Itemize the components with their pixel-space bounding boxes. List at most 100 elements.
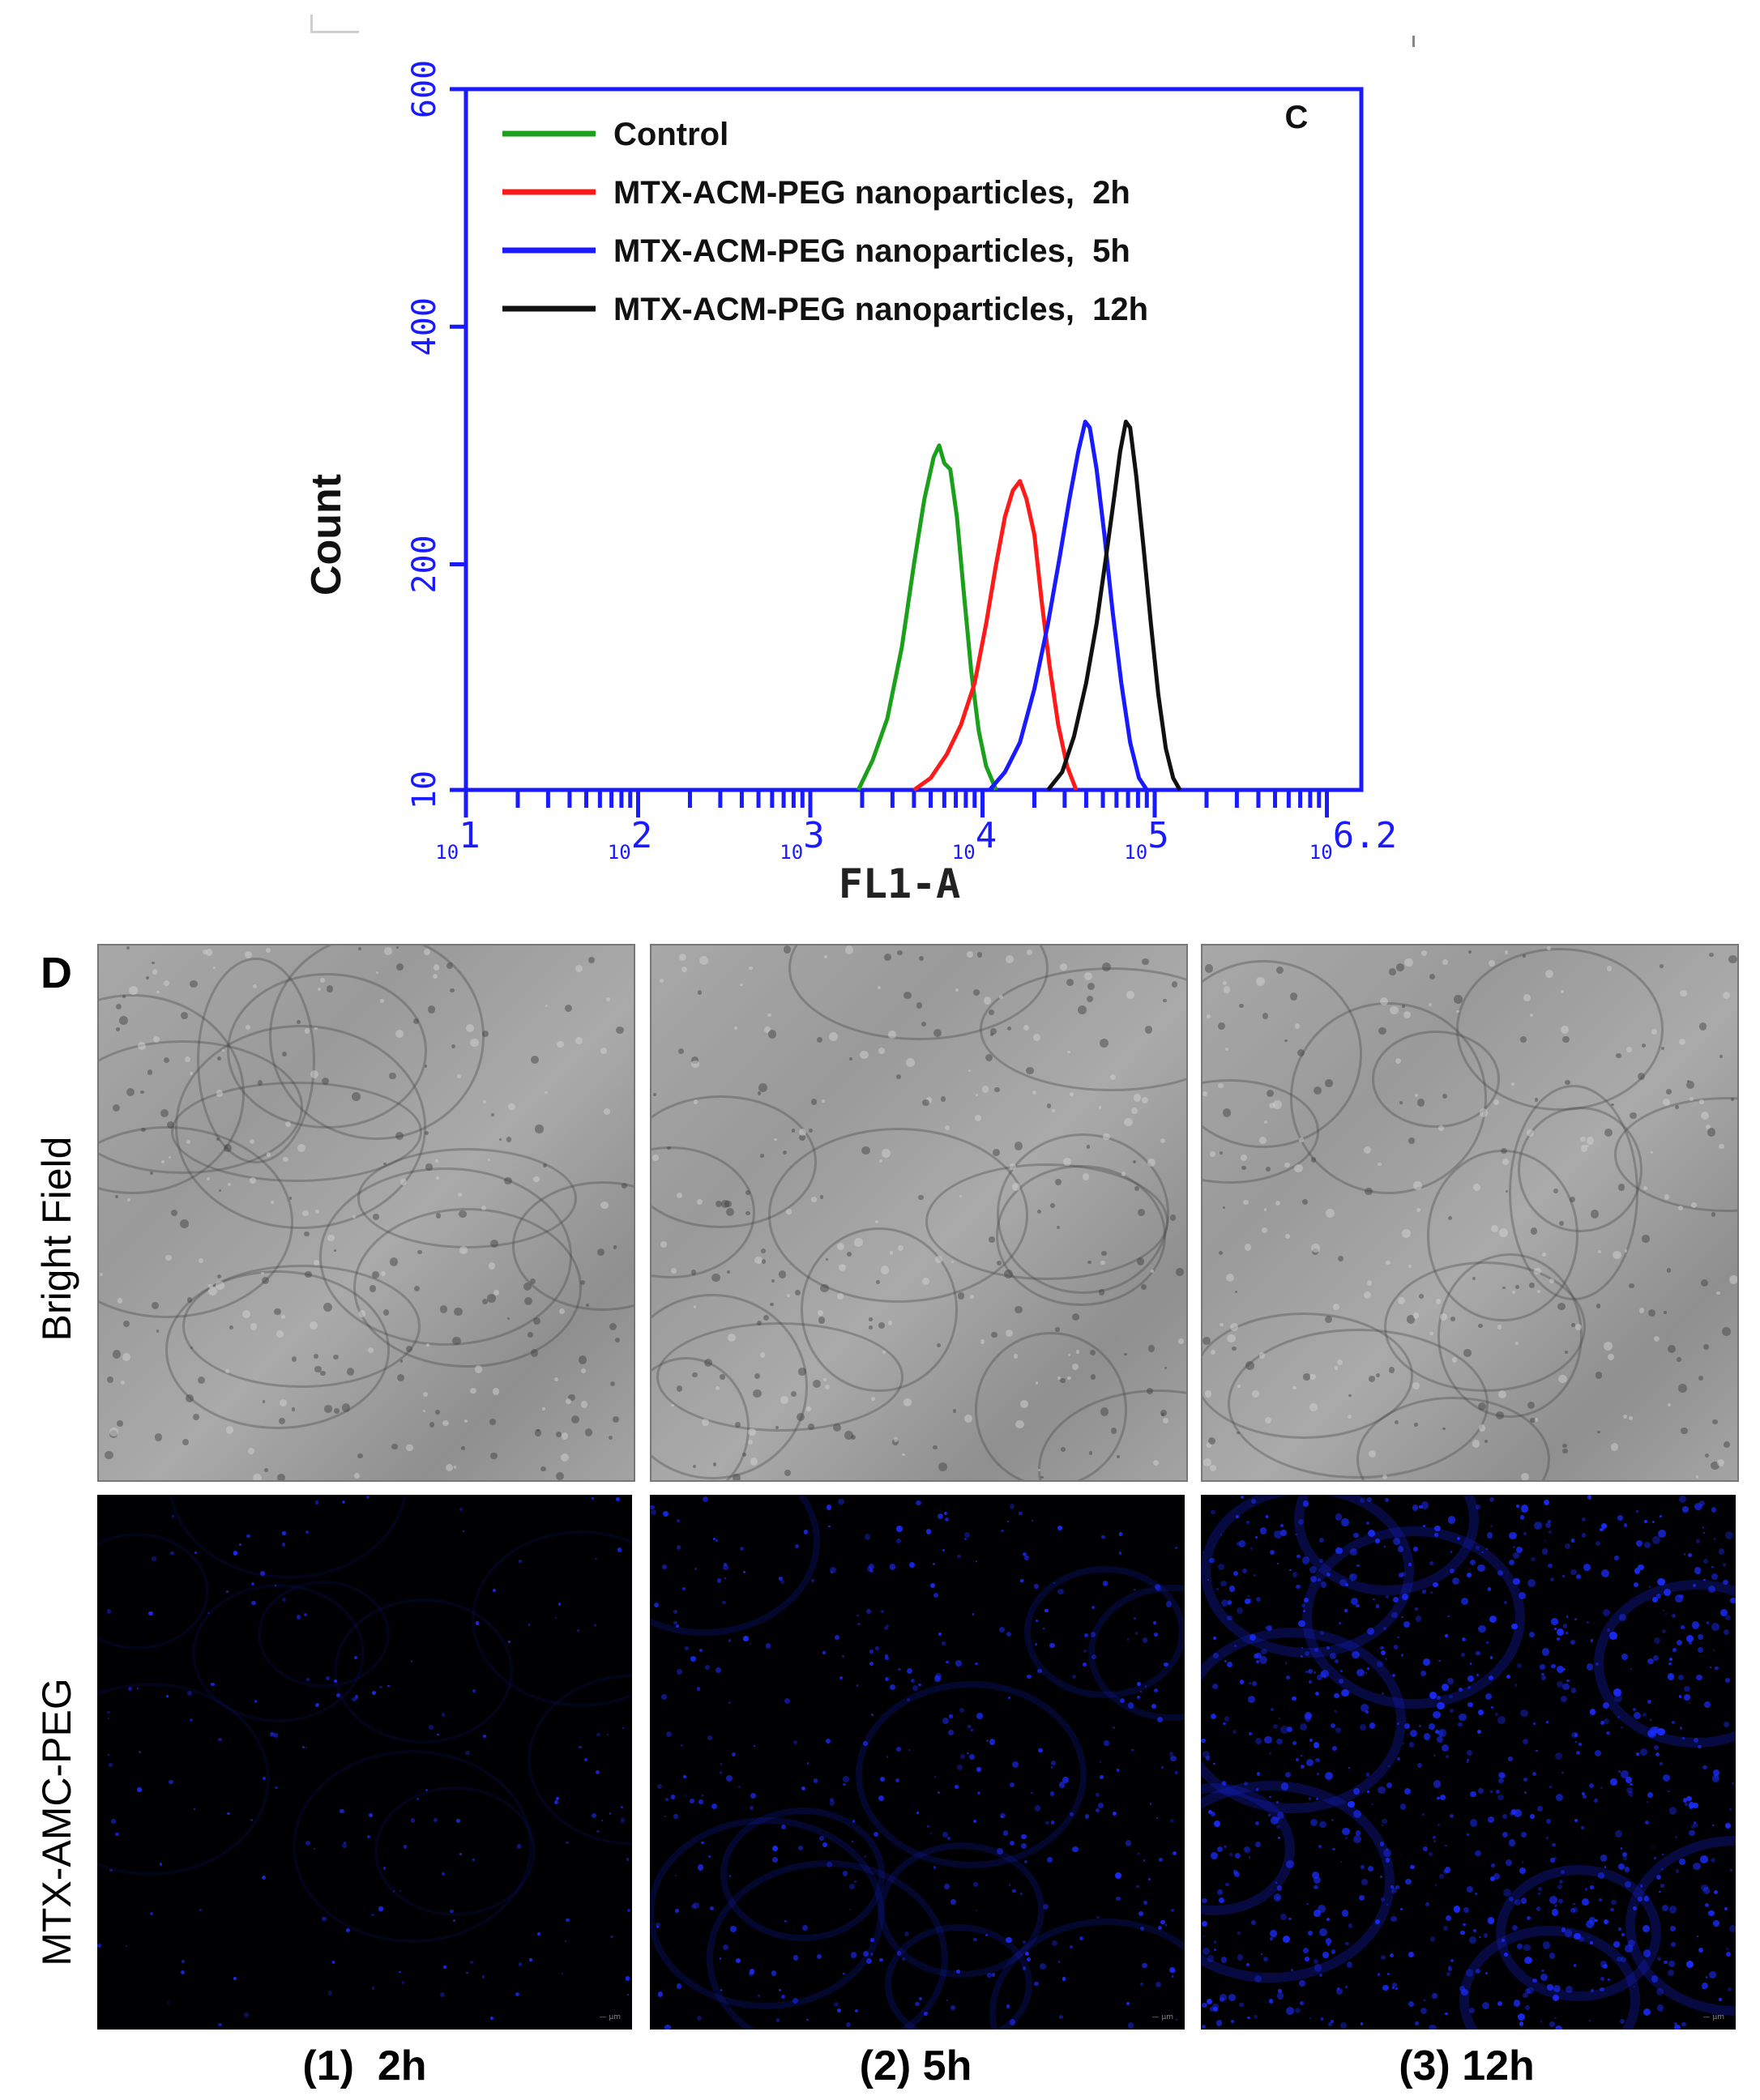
fluorescent-dot [1365,1671,1368,1675]
fluorescent-dot [1713,1538,1715,1540]
fluorescent-dot [728,1639,731,1642]
fluorescent-dot [822,1842,827,1847]
cell-granule [1706,1125,1711,1129]
cell-granule [383,1162,387,1166]
cell-halo [258,1580,391,1688]
cell-granule [474,1364,483,1373]
cell-granule [367,1347,374,1354]
fluorescent-dot [1723,1722,1729,1728]
cell-granule [1612,1250,1621,1260]
cell-granule [163,980,169,987]
fluorescent-dot [750,1806,754,1811]
fluorescent-dot [1006,1631,1011,1637]
fluorescent-dot [106,1710,110,1714]
fluorescent-dot [1345,1941,1349,1946]
fluorescent-dot [1482,2001,1490,2009]
fluorescent-dot [841,1654,844,1658]
fluorescent-dot [591,1812,596,1818]
fluorescent-dot [1325,1938,1332,1944]
fluorescent-dot [1126,2001,1130,2005]
fluorescent-dot [1638,1897,1643,1902]
cell-granule [992,1148,1000,1156]
fluorescent-dot [1658,1530,1666,1538]
cell-granule [757,1321,763,1326]
fluorescent-dot [1431,2017,1434,2020]
fluorescent-dot [1365,1773,1370,1777]
fluorescent-dot [1306,1902,1309,1905]
fluorescent-dot [1355,1830,1361,1837]
fluorescent-dot [1219,1897,1225,1904]
fluorescent-dot [989,1738,996,1745]
fluorescent-dot [896,1747,901,1752]
fluorescent-dot [1718,1547,1725,1555]
cell-granule [542,1407,545,1411]
fluorescent-dot [1729,1808,1732,1811]
fluorescent-dot [1297,1620,1305,1628]
cell-granule [1529,1013,1533,1017]
fluorescent-dot [1655,1875,1661,1880]
fluorescent-dot [1475,1545,1480,1551]
cell-granule [1515,1285,1519,1290]
fluorescent-dot [1723,1563,1727,1567]
cell-granule [1580,1145,1588,1152]
cell-granule [304,1027,310,1034]
fluorescent-dot [1429,1561,1433,1566]
cell-granule [1057,1226,1061,1230]
fluorescent-dot [1176,2019,1178,2021]
fluorescent-dot [1702,1765,1707,1770]
fluorescent-dot [1632,1707,1636,1711]
fluorescent-dot [895,1538,902,1544]
cell-granule [1256,977,1265,986]
fluorescent-dot [1245,1962,1250,1966]
cell-granule [609,1381,616,1386]
cell-granule [653,1093,656,1096]
cell-granule [333,1354,340,1360]
fluorescent-dot [886,1624,890,1627]
fluorescent-dot [1326,1918,1331,1922]
fluorescent-dot [823,1650,826,1653]
fluorescent-dot [1367,1791,1369,1793]
fluorescent-dot [1707,1585,1716,1594]
fluorescent-dot [1215,2020,1223,2026]
fluorescent-dot [934,1675,942,1682]
cell-granule [1580,1136,1586,1142]
fluorescent-dot [1305,1758,1314,1767]
fluorescent-dot [985,1934,988,1936]
cell-granule [806,1406,811,1411]
fluorescent-dot [1308,1797,1312,1801]
cell-granule [117,1298,123,1304]
cell-granule [380,999,384,1003]
fluorescent-dot [870,1938,874,1942]
fluorescent-dot [719,1771,723,1775]
fluorescent-dot [1672,1614,1677,1619]
fluorescent-dot [848,1908,852,1911]
fluorescent-dot [670,1795,676,1799]
cell-granule [1541,1253,1546,1257]
cell-granule [791,1129,796,1133]
cell-granule [1313,1086,1322,1095]
fluorescent-dot [676,1624,679,1628]
cell-granule [1418,1294,1424,1299]
fluorescent-dot [1381,1824,1384,1827]
fluorescent-dot [1228,1993,1236,2001]
fluorescent-dot [1425,1902,1430,1906]
cell-granule [1225,1047,1229,1051]
cell-granule [1069,1092,1074,1097]
cell-granule [224,1143,233,1152]
fluorescent-dot [1442,1744,1450,1752]
fluorescent-dot [416,1797,420,1801]
fluorescent-dot [738,1785,741,1788]
fluorescent-dot [315,1500,319,1505]
cell-halo [856,1680,1087,1869]
cell-granule [1303,1373,1310,1381]
fluorescent-dot [1276,1817,1280,1821]
fluorescent-dot [1392,1596,1399,1603]
fluorescent-dot [1527,1987,1534,1994]
fluorescent-dot [1686,1960,1694,1968]
cell-granule [313,1259,320,1266]
fluorescent-dot [1102,1580,1109,1586]
fluorescent-dot [1383,1545,1386,1548]
fluorescent-dot [792,1997,798,2004]
fluorescent-dot [1656,1727,1665,1736]
fluorescent-dot [842,1871,848,1877]
